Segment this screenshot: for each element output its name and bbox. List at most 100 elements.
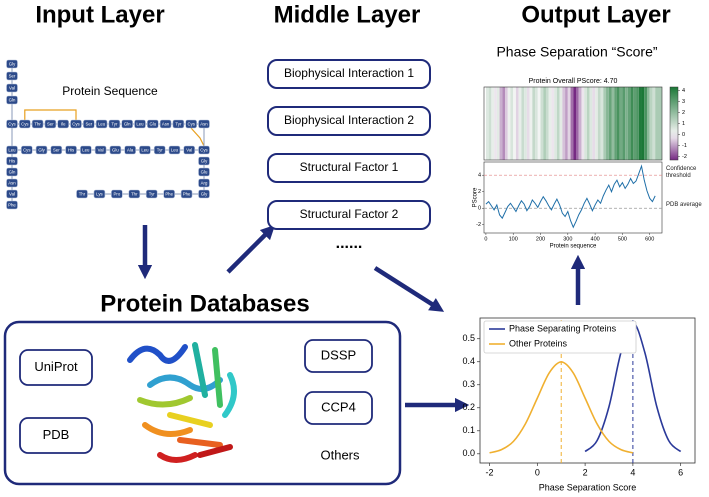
- ribbon: [137, 395, 193, 408]
- residue: [145, 189, 158, 199]
- residue-label: Asn: [200, 121, 208, 126]
- factor-label: Biophysical Interaction 1: [284, 66, 414, 80]
- residue-label: His: [68, 147, 74, 152]
- density-curve: [489, 361, 634, 454]
- heatmap-stripe: [521, 87, 525, 160]
- colorbar: [669, 86, 679, 161]
- residue: [198, 189, 210, 199]
- residue: [109, 145, 122, 155]
- arrow: [373, 266, 445, 312]
- heatmap-stripe: [494, 87, 497, 160]
- heatmap-stripe: [619, 87, 623, 160]
- heatmap-stripe: [627, 87, 631, 160]
- residue: [183, 145, 196, 155]
- residue: [57, 119, 70, 129]
- database-others: Others: [320, 447, 360, 462]
- residue: [108, 119, 121, 129]
- heatmap-stripe: [537, 87, 541, 160]
- heatmap-stripe: [625, 87, 628, 160]
- legend-label: Other Proteins: [509, 338, 568, 348]
- residue: [20, 145, 33, 155]
- residue-label: Phe: [183, 191, 191, 196]
- heatmap-stripe: [524, 87, 527, 160]
- heatmap-stripe: [551, 87, 555, 160]
- residue: [6, 167, 18, 177]
- database-label: CCP4: [321, 399, 356, 414]
- residue-label: Leu: [8, 147, 16, 152]
- x-tick-label: 4: [630, 467, 635, 477]
- heatmap-stripe: [529, 87, 533, 160]
- heatmap-stripe: [556, 87, 560, 160]
- heatmap-stripe: [584, 87, 587, 160]
- heatmap-stripe: [611, 87, 615, 160]
- heatmap-stripe: [513, 87, 516, 160]
- x-tick-label: 2: [583, 467, 588, 477]
- heatmap-stripe: [535, 87, 538, 160]
- heatmap-stripe: [505, 87, 508, 160]
- heatmap-stripe: [485, 87, 489, 160]
- residue: [124, 145, 136, 155]
- output-header: Output Layer: [521, 1, 670, 28]
- middle-layer: Biophysical Interaction 1 Biophysical Int…: [267, 59, 431, 252]
- residue: [80, 145, 92, 155]
- heatmap-stripe: [576, 87, 579, 160]
- residue-label: Cys: [72, 121, 79, 126]
- residue: [83, 119, 95, 129]
- heatmap-stripe: [603, 87, 607, 160]
- x-tick-label: -2: [486, 467, 494, 477]
- protein-structure: [127, 342, 237, 463]
- heatmap-stripe: [597, 87, 601, 160]
- residue-label: Gly: [201, 158, 208, 163]
- heatmap-title: Protein Overall PScore: 4.70: [529, 78, 618, 85]
- factor-box: [267, 59, 431, 89]
- residue: [44, 119, 57, 129]
- residue-label: Pro: [114, 191, 121, 196]
- residue: [147, 119, 159, 129]
- x-tick-label: 300: [563, 236, 572, 242]
- residue-label: Val: [9, 191, 15, 196]
- residue: [6, 200, 18, 210]
- y-tick-label: -2: [476, 222, 481, 228]
- y-tick-label: 4: [478, 173, 481, 179]
- heatmap-stripe: [592, 87, 596, 160]
- residue-label: Gln: [9, 169, 16, 174]
- residue: [121, 119, 133, 129]
- residue-label: Cys: [8, 121, 15, 126]
- factor-box: [267, 106, 431, 136]
- residue: [93, 189, 106, 199]
- x-tick-label: 600: [645, 236, 654, 242]
- heatmap-stripe: [586, 87, 590, 160]
- sequence-label: Protein Sequence: [62, 84, 158, 98]
- residue-label: Leu: [171, 147, 179, 152]
- factor-label: Structural Factor 1: [300, 160, 399, 174]
- heatmap-stripe: [633, 87, 637, 160]
- ribbon: [192, 342, 208, 398]
- colorbar-tick-label: -1: [682, 143, 687, 149]
- ribbon: [127, 344, 188, 364]
- heatmap-stripe: [649, 87, 653, 160]
- ribbon: [177, 437, 223, 448]
- heatmap-stripe: [616, 87, 620, 160]
- colorbar-tick-label: 2: [682, 110, 685, 116]
- y-tick-label: 2: [478, 189, 481, 195]
- residue: [18, 119, 31, 129]
- residue-label: Cys: [21, 121, 28, 126]
- residue: [128, 189, 141, 199]
- legend-label: Phase Separating Proteins: [509, 323, 617, 333]
- heatmap-stripe: [510, 87, 514, 160]
- factor-label: Structural Factor 2: [300, 207, 399, 221]
- heatmap-stripe: [567, 87, 571, 160]
- residue-label: Glu: [149, 121, 156, 126]
- residue-label: Gly: [38, 147, 45, 152]
- residue-label: Val: [98, 147, 104, 152]
- heatmap-stripe: [630, 87, 634, 160]
- ribbon: [167, 412, 213, 428]
- heatmap-stripe: [646, 87, 650, 160]
- residue-label: Tyr: [149, 191, 156, 196]
- residue-label: Thr: [79, 191, 86, 196]
- x-axis-label: Protein sequence: [550, 244, 597, 250]
- x-tick-label: 500: [618, 236, 627, 242]
- residue-label: Val: [9, 85, 15, 90]
- residue-label: Tyr: [111, 121, 118, 126]
- factor-box: [267, 200, 431, 230]
